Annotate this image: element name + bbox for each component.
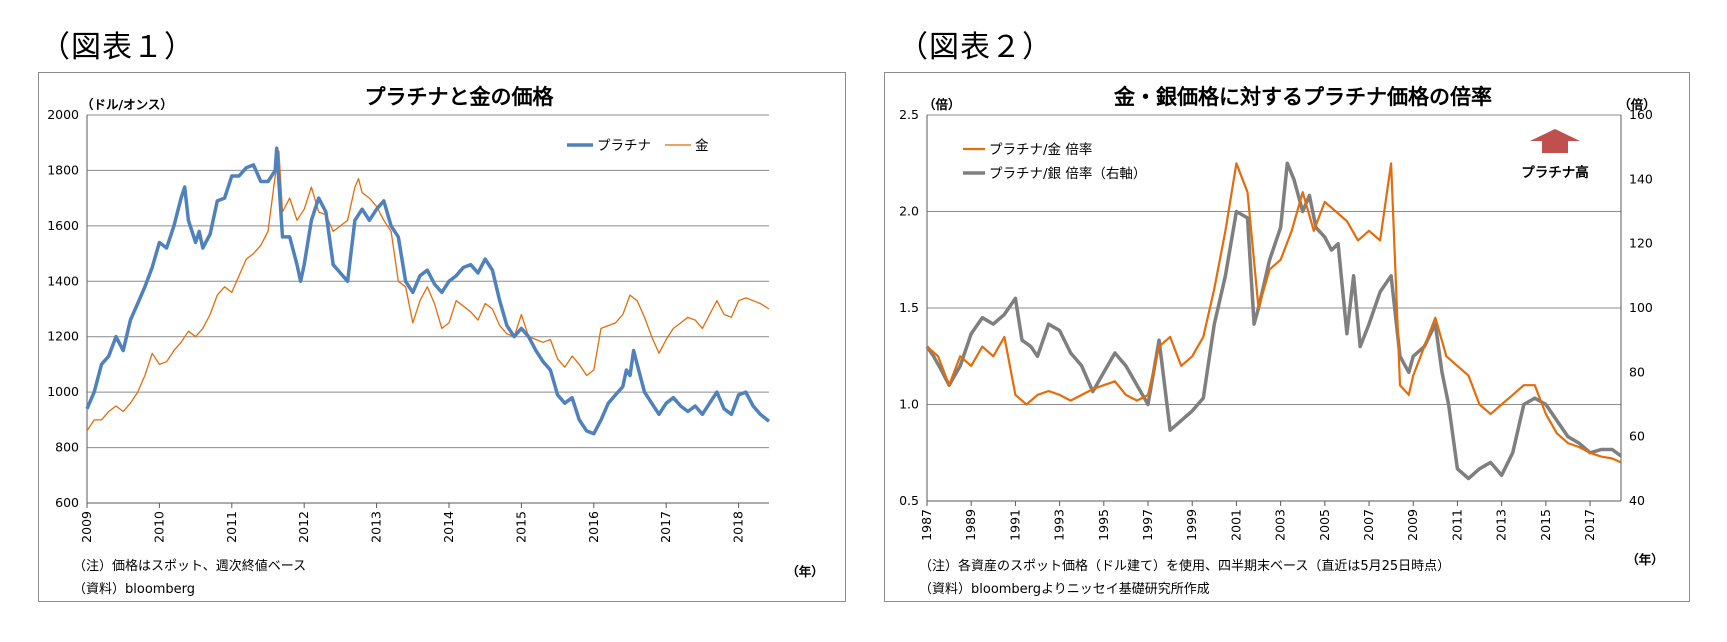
y-tick-label: 800 [55,440,79,455]
x-tick-label: 1991 [1007,509,1022,541]
x-tick-label: 2011 [1449,509,1464,541]
y2-tick-label: 80 [1629,364,1645,379]
figure1-label: （図表１） [40,30,195,65]
up-arrow-icon [1530,129,1580,153]
x-tick-label: 2009 [79,511,94,543]
chart2-note: （注）各資産のスポット価格（ドル建て）を使用、四半期末ベース（直近は5月25日時… [919,558,1450,574]
y-tick-label: 1200 [47,329,79,344]
x-tick-label: 2001 [1228,509,1243,541]
y2-tick-label: 140 [1629,171,1653,186]
x-tick-label: 1987 [919,509,934,541]
figure2-chart: 金・銀価格に対するプラチナ価格の倍率 （倍） （倍） 0.5 1.0 1.5 2.0 2… [899,85,1664,597]
figure2-label: （図表２） [898,30,1053,65]
legend-label: 金 [695,138,709,154]
y-tick-label: 2.0 [899,204,919,219]
y2-tick-label: 100 [1629,300,1653,315]
x-tick-label: 2012 [296,511,311,543]
y2-tick-label: 120 [1629,236,1653,251]
up-arrow-annotation: プラチナ高 [1521,129,1589,181]
chart1-unit-label: （ドル/オンス） [81,97,173,112]
x-tick-label: 1989 [963,509,978,541]
x-tick-label: 2003 [1273,509,1288,541]
legend-label: プラチナ/金 倍率 [989,141,1092,158]
y-tick-label: 600 [55,495,79,510]
y2-tick-label: 60 [1629,429,1645,444]
y-tick-label: 1.5 [899,300,919,315]
y-tick-label: 0.5 [899,493,919,508]
x-tick-label: 2013 [369,511,384,543]
x-tick-label: 2010 [151,511,166,543]
x-tick-label: 2016 [586,511,601,543]
x-tick-label: 2013 [1494,509,1509,541]
series-line-gold [86,150,770,432]
series-line-pt-silver-ratio [925,161,1623,481]
x-tick-label: 1993 [1052,509,1067,541]
x-tick-label: 2015 [513,511,528,543]
y-tick-label: 1.0 [899,397,919,412]
x-tick-label: 1999 [1184,509,1199,541]
chart2-unit-right: （倍） [1618,97,1656,112]
chart1-note: （注）価格はスポット、週次終値ベース [73,558,306,574]
y-tick-label: 1000 [47,384,79,399]
x-tick-label: 2017 [658,511,673,543]
x-tick-label: 2015 [1538,509,1553,541]
chart2-x-unit-label: （年） [1626,552,1664,567]
chart1-x-unit-label: （年） [786,564,824,579]
y-tick-label: 1800 [47,162,79,177]
y-tick-label: 2000 [47,107,79,122]
x-tick-label: 2009 [1405,509,1420,541]
x-tick-label: 2011 [224,511,239,543]
x-tick-label: 2018 [731,511,746,543]
x-tick-label: 2014 [441,511,456,543]
figure1-panel: プラチナと金の価格 （ドル/オンス） 600 800 1000 1200 1400 160… [38,72,846,602]
chart1-source: （資料）bloomberg [73,582,195,597]
y2-tick-label: 160 [1629,107,1653,122]
x-tick-label: 2007 [1361,509,1376,541]
y-tick-label: 2.5 [899,107,919,122]
x-tick-label: 1997 [1140,509,1155,541]
figure1-chart: プラチナと金の価格 （ドル/オンス） 600 800 1000 1200 1400 160… [47,85,824,597]
chart2-unit-left: （倍） [923,97,961,112]
y2-tick-label: 40 [1629,493,1645,508]
x-tick-label: 2005 [1317,509,1332,541]
chart1-title: プラチナと金の価格 [365,85,555,109]
annotation-label: プラチナ高 [1521,164,1589,181]
x-tick-label: 1995 [1096,509,1111,541]
series-line-platinum [85,146,771,436]
figure2-panel: 金・銀価格に対するプラチナ価格の倍率 （倍） （倍） 0.5 1.0 1.5 2.0 2… [884,72,1690,602]
x-tick-label: 2017 [1582,509,1597,541]
series-line-pt-gold-ratio [926,162,1622,464]
y-tick-label: 1600 [47,218,79,233]
chart2-title: 金・銀価格に対するプラチナ価格の倍率 [1113,85,1492,109]
chart2-source: （資料）bloombergよりニッセイ基礎研究所作成 [919,582,1210,597]
legend-label: プラチナ [597,138,651,154]
legend-label: プラチナ/銀 倍率（右軸） [989,165,1146,182]
y-tick-label: 1400 [47,273,79,288]
